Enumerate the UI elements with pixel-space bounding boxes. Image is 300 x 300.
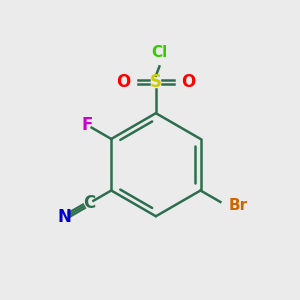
Text: O: O bbox=[116, 73, 130, 91]
Text: Cl: Cl bbox=[151, 45, 167, 60]
Text: Br: Br bbox=[228, 198, 248, 213]
Text: O: O bbox=[182, 73, 196, 91]
Text: S: S bbox=[150, 73, 162, 91]
Text: C: C bbox=[83, 194, 95, 212]
Text: F: F bbox=[81, 116, 93, 134]
Text: N: N bbox=[58, 208, 71, 226]
